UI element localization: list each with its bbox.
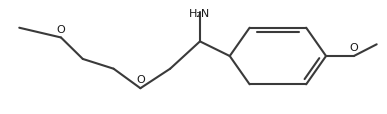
Text: H₂N: H₂N (189, 9, 211, 19)
Text: O: O (136, 75, 145, 85)
Text: O: O (57, 24, 65, 34)
Text: O: O (349, 43, 358, 53)
